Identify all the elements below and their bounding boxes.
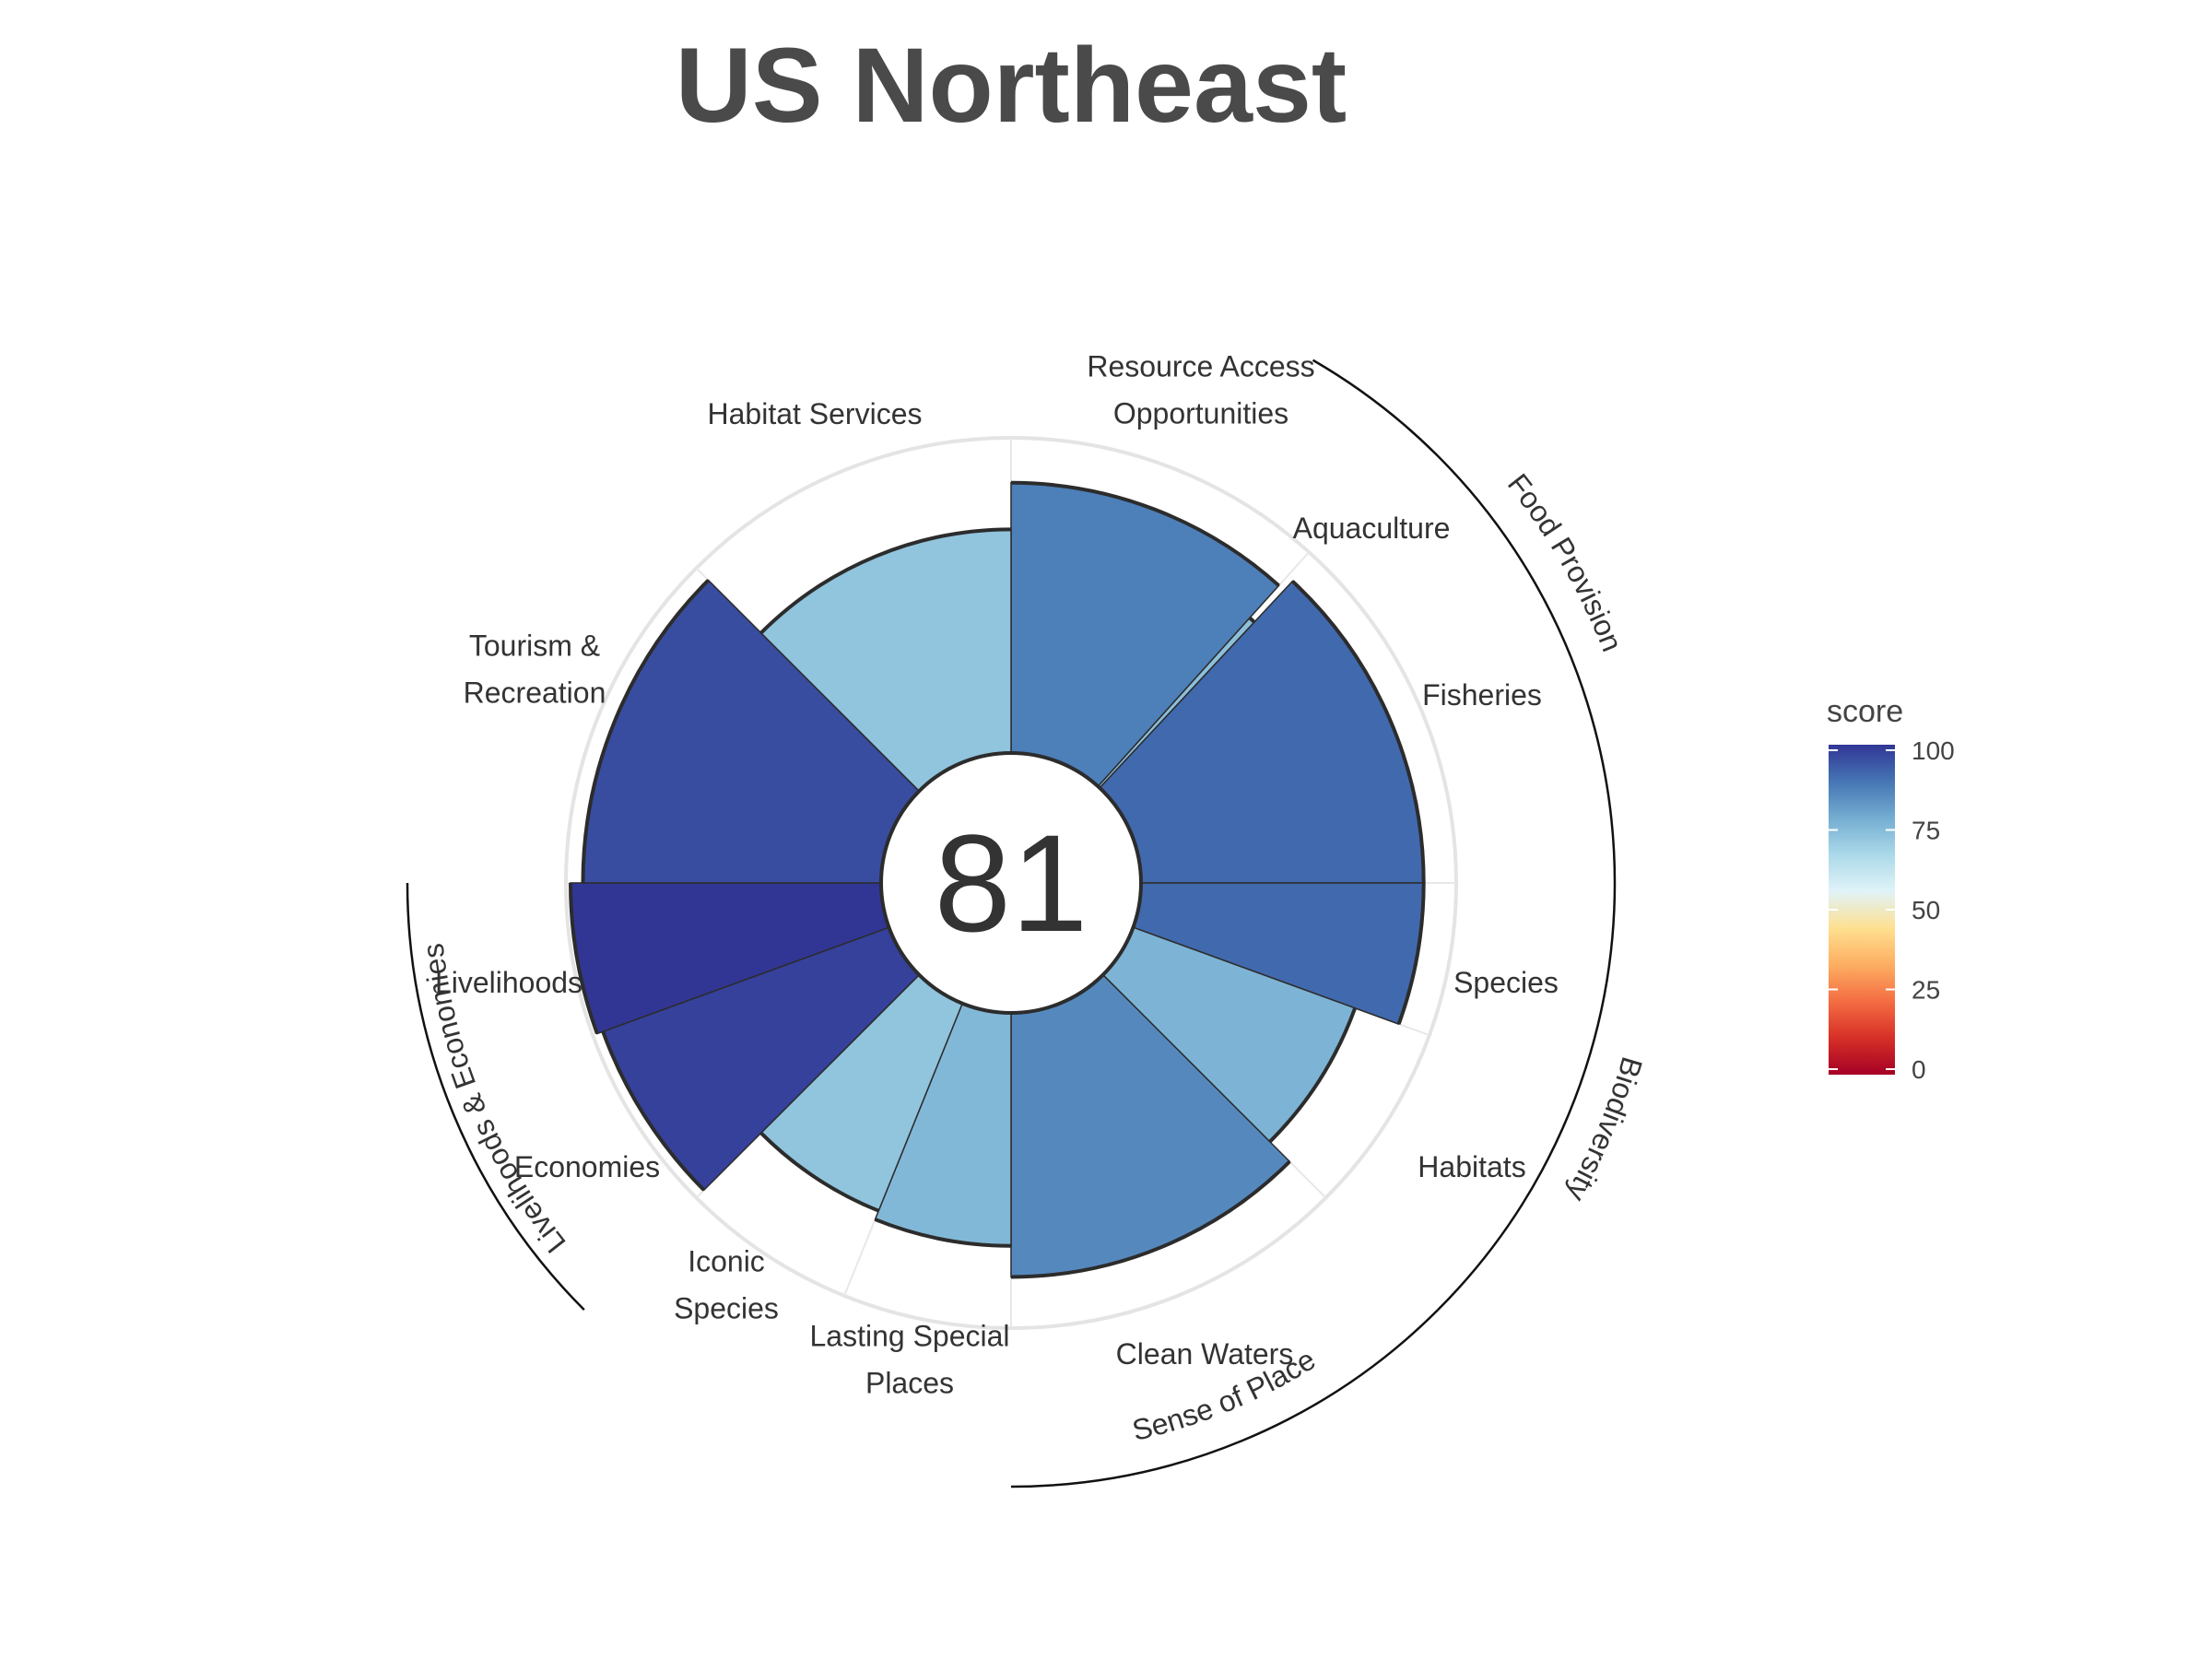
- bar-outline: [569, 882, 599, 1035]
- sector-label-line: Recreation: [464, 677, 606, 710]
- group-label-food-provision: Food Provision: [1501, 467, 1630, 656]
- bar-outline: [1010, 1159, 1291, 1279]
- center-circle: [879, 751, 1143, 1015]
- overall-score: 81: [935, 806, 1088, 960]
- bar-outline: [759, 1131, 880, 1213]
- legend-colorbar: [1829, 745, 1895, 1075]
- sector-label-line: Clean Waters: [1116, 1337, 1294, 1371]
- sector-label: Aquaculture: [1293, 512, 1451, 545]
- legend-title: score: [1827, 694, 1903, 729]
- legend: score 100 75 50 25 0: [1827, 694, 1955, 1084]
- sector-label-line: Habitats: [1418, 1150, 1525, 1183]
- bar-outline: [1290, 580, 1426, 884]
- sector-label: Tourism & Recreation: [464, 629, 606, 710]
- sector-label: Economies: [514, 1150, 660, 1183]
- bar-outline: [1268, 1007, 1358, 1144]
- bar-outline: [1010, 480, 1280, 587]
- sector-label-line: Habitat Services: [708, 397, 923, 430]
- sector-label: Habitat Services: [708, 397, 923, 430]
- sector-label-line: Resource Access: [1087, 350, 1314, 383]
- chart-bars: [569, 480, 1426, 1279]
- group-label-biodiversity: Biodiversity: [1560, 1053, 1649, 1207]
- sector-label-line: Lasting Special: [809, 1320, 1009, 1353]
- bar-outline: [581, 579, 710, 884]
- sector-label-line: Tourism &: [469, 629, 600, 663]
- sector-label: Fisheries: [1422, 678, 1542, 712]
- center-score: 81: [879, 751, 1143, 1015]
- chart-title: US Northeast: [676, 27, 1347, 145]
- sector-labels: Resource Access Opportunities Aquaculture F…: [435, 350, 1559, 1400]
- legend-tick-label: 25: [1912, 976, 1940, 1005]
- legend-tick-label: 100: [1912, 736, 1955, 765]
- sector-label: Iconic Species: [674, 1245, 779, 1325]
- sector-label-line: Species: [1453, 966, 1559, 999]
- sector-label-line: Iconic: [688, 1245, 765, 1278]
- sector-label-line: Fisheries: [1422, 678, 1542, 712]
- legend-tick-label: 0: [1912, 1055, 1926, 1084]
- bar-outline: [601, 1030, 706, 1192]
- sector-label: Habitats: [1418, 1150, 1525, 1183]
- bar-outline: [759, 527, 1012, 635]
- sector-label: Lasting Special Places: [809, 1320, 1009, 1400]
- legend-tick-label: 50: [1912, 896, 1940, 924]
- group-arc-sense-of-place: [1010, 1309, 1440, 1488]
- sector-label-line: Livelihoods: [435, 966, 582, 999]
- sector-label-line: Species: [674, 1292, 779, 1325]
- sector-label: Resource Access Opportunities: [1087, 350, 1314, 430]
- bar-outline: [1396, 882, 1426, 1025]
- sector-label: Clean Waters: [1116, 1337, 1294, 1371]
- sector-label: Species: [1453, 966, 1559, 999]
- group-arc-livelihoods-and-economies: [406, 882, 585, 1312]
- group-arc-biodiversity: [1437, 882, 1617, 1312]
- sector-label-line: Places: [865, 1367, 954, 1400]
- group-arc-food-provision: [1312, 359, 1617, 884]
- sector-label: Livelihoods: [435, 966, 582, 999]
- legend-tick-label: 75: [1912, 817, 1940, 845]
- sector-label-line: Opportunities: [1113, 397, 1288, 430]
- sector-label-line: Aquaculture: [1293, 512, 1451, 545]
- sector-label-line: Economies: [514, 1150, 660, 1183]
- bar-outline: [874, 1218, 1012, 1248]
